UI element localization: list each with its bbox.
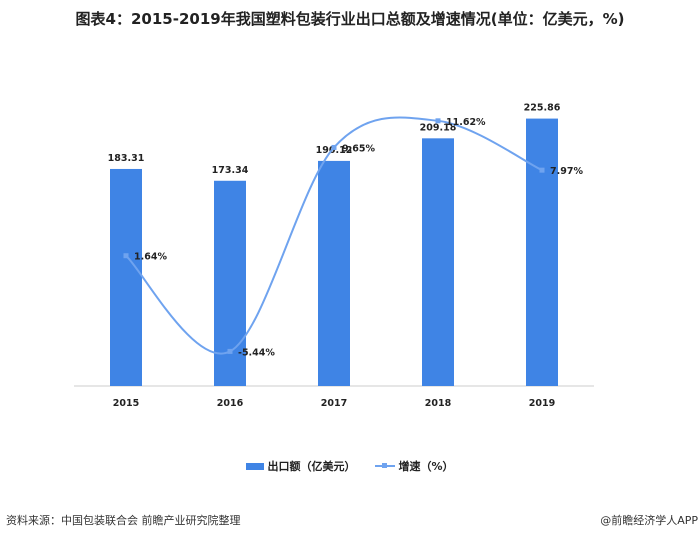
bar-2018 — [422, 138, 454, 386]
chart-plot: 183.31 2015 173.34 2016 190.12 2017 209.18 2018… — [74, 103, 594, 409]
growth-line — [125, 116, 543, 355]
bar-2015 — [110, 168, 142, 386]
x-tick-2019: 2019 — [529, 398, 555, 409]
bar-label-2015: 183.31 — [108, 153, 145, 164]
x-tick-2017: 2017 — [321, 398, 347, 409]
bar-label-2016: 173.34 — [212, 165, 249, 176]
growth-point-2016 — [227, 348, 233, 354]
growth-point-2015 — [123, 253, 129, 259]
legend-label-export: 出口额（亿美元） — [267, 460, 356, 473]
bar-2019 — [526, 118, 558, 386]
credit: @前瞻经济学人APP — [600, 514, 698, 527]
x-tick-2016: 2016 — [217, 398, 244, 409]
legend-item-export: 出口额（亿美元） — [246, 458, 355, 474]
growth-label-2019: 7.97% — [550, 166, 583, 177]
x-tick-2015: 2015 — [113, 398, 139, 409]
growth-label-2016: -5.44% — [238, 347, 275, 358]
growth-label-2017: 9.65% — [342, 143, 375, 154]
legend-item-growth: 增速（%） — [375, 458, 454, 474]
legend-swatch-bar — [246, 462, 265, 470]
growth-label-2018: 11.62% — [446, 117, 486, 128]
chart-title: 图表4：2015-2019年我国塑料包装行业出口总额及增速情况(单位：亿美元，%… — [75, 10, 625, 28]
bar-label-2018: 209.18 — [420, 122, 457, 133]
legend-label-growth: 增速（%） — [398, 460, 454, 473]
bar-label-2019: 225.86 — [524, 103, 561, 114]
bar-2017 — [318, 160, 350, 386]
legend-swatch-line — [375, 463, 396, 468]
growth-point-2018 — [435, 118, 441, 124]
x-tick-2018: 2018 — [425, 398, 452, 409]
growth-point-2019 — [539, 167, 545, 173]
growth-label-2015: 1.64% — [134, 252, 167, 263]
legend: 出口额（亿美元） 增速（%） — [0, 458, 700, 474]
source-note: 资料来源：中国包装联合会 前瞻产业研究院整理 — [6, 514, 241, 527]
growth-point-2017 — [331, 144, 337, 150]
bar-label-2017: 190.12 — [316, 145, 353, 156]
